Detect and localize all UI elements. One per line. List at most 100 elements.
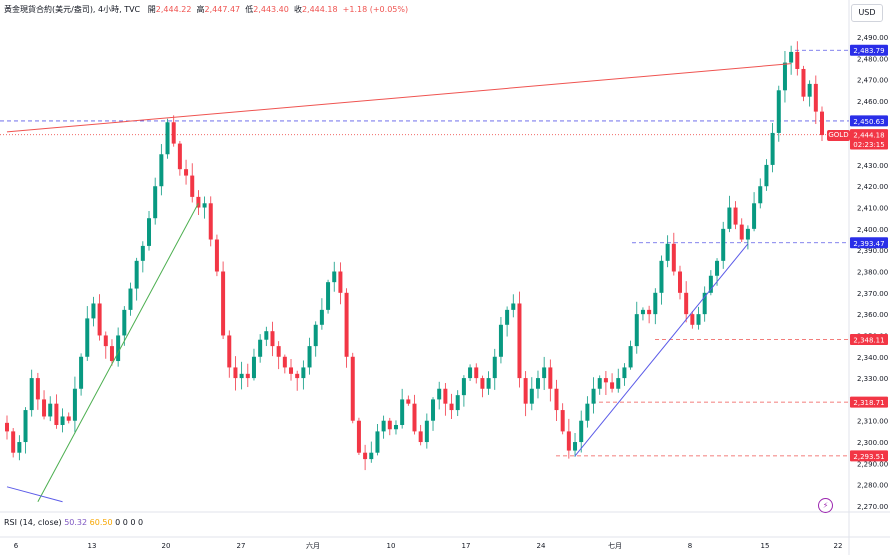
symbol-tag: GOLD [827,130,850,141]
y-tick-label: 2,460.00 [857,98,888,106]
x-tick-label: 七月 [608,541,622,550]
candle-body [758,186,763,204]
candle-body [134,260,139,289]
y-tick-label: 2,300.00 [857,439,888,447]
candle-body [585,403,590,421]
price-label-text: 2,483.79 [853,47,884,55]
y-tick-label: 2,490.00 [857,34,888,42]
candle-body [214,239,219,272]
candle-body [245,373,250,379]
y-tick-label: 2,420.00 [857,183,888,191]
rsi-legend[interactable]: RSI (14, close) 50.32 60.50 0 0 0 0 [4,518,143,527]
x-tick-label: 10 [387,542,396,550]
candle-body [795,51,800,69]
candle-body [72,388,77,421]
candle-body [437,388,442,400]
candle-body [647,309,652,315]
price-label-box [850,138,888,150]
candle-body [486,378,491,389]
low-label: 低 [245,5,254,14]
candle-body [560,410,565,432]
candle-body [424,420,429,443]
candle-body [79,356,84,389]
candle-body [289,367,294,374]
candle-body [721,228,726,261]
candle-body [418,431,423,443]
candle-body [807,83,812,97]
candle-body [270,331,275,347]
candle-body [468,367,473,379]
candle-body [375,431,380,453]
candle-body [116,335,121,362]
symbol-title[interactable]: 黃金現貨合約(美元/盎司), 4小時, TVC [4,5,141,14]
y-tick-label: 2,470.00 [857,77,888,85]
candle-body [159,154,164,187]
candle-body [671,243,676,272]
candle-body [319,309,324,325]
candle-body [153,186,158,219]
y-tick-label: 2,480.00 [857,55,888,63]
candle-body [696,314,701,325]
candle-body [282,356,287,368]
candle-body [616,378,621,389]
candle-body [307,346,312,368]
candle-body [313,324,318,347]
candle-body [498,324,503,357]
candle-body [381,420,386,432]
candle-body [579,420,584,443]
candle-body [202,203,207,208]
y-tick-label: 2,340.00 [857,354,888,362]
candle-body [566,431,571,451]
y-tick-label: 2,410.00 [857,205,888,213]
candle-body [449,403,454,411]
candle-body [801,68,806,97]
candle-body [554,388,559,411]
price-label-box [850,450,888,462]
candle-body [745,228,750,240]
candle-body [455,395,460,411]
candle-body [505,309,510,325]
candle-body [48,403,53,417]
candle-body [332,271,337,283]
currency-button[interactable]: USD [851,4,883,22]
candle-body [597,378,602,389]
candle-body [690,314,695,325]
candle-body [97,303,102,336]
candle-body [653,292,658,315]
candle-body [109,346,114,362]
candle-body [128,288,133,310]
candle-body [60,416,65,425]
candle-body [474,367,479,379]
candle-body [727,207,732,229]
y-tick-label: 2,310.00 [857,418,888,426]
candle-body [177,143,182,170]
candle-body [542,367,547,379]
y-tick-label: 2,430.00 [857,162,888,170]
high-label: 高 [196,5,205,14]
x-tick-label: 17 [462,542,471,550]
candle-body [789,51,794,63]
candle-body [35,378,40,400]
rsi-ma-value: 60.50 [89,518,113,527]
price-label-box [850,115,888,127]
candle-body [344,292,349,357]
y-tick-label: 2,290.00 [857,460,888,468]
candle-body [147,218,152,246]
candle-body [338,271,343,293]
candle-body [603,378,608,383]
candle-body [776,90,781,133]
price-label-text: 2,444.18 [853,132,884,140]
candle-body [208,203,213,240]
high-value: 2,447.47 [204,5,241,14]
candle-body [251,356,256,379]
candle-body [529,388,534,404]
candle-body [702,292,707,315]
rsi-name: RSI (14, close) [4,518,62,527]
candle-body [461,378,466,396]
x-tick-label: 24 [537,542,546,550]
lightning-icon[interactable]: ⚡ [818,498,833,513]
trend-line [6,63,792,133]
candle-body [708,275,713,293]
candle-body [301,367,306,379]
